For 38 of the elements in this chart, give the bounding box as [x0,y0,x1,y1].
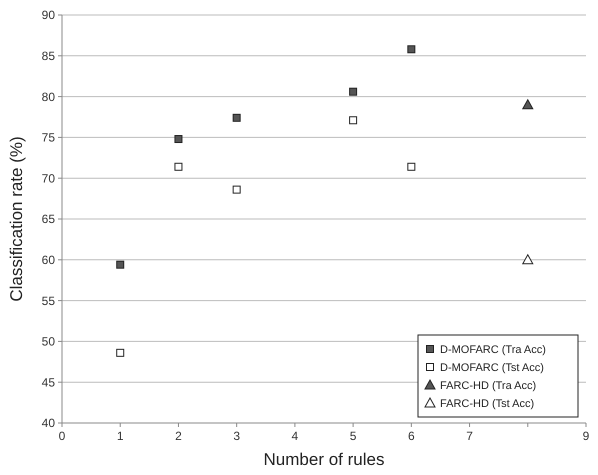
legend-label: FARC-HD (Tra Acc) [440,380,536,392]
point [116,348,124,357]
x-tick-label: 7 [466,429,474,443]
y-tick-label: 80 [42,90,56,104]
y-tick-label: 45 [42,375,56,390]
y-tick-label: 55 [42,294,56,308]
point [349,88,358,96]
y-axis-title: Classification rate (%) [7,136,26,302]
x-tick-label: 3 [233,429,240,443]
x-tick-label: 4 [292,429,299,443]
legend-label: D-MOFARC (Tst Acc) [440,362,544,374]
x-tick-label: 6 [408,429,415,443]
y-tick-label: 40 [42,416,56,430]
point [522,99,534,110]
x-axis-title: Number of rules [264,450,384,469]
x-tick-label: 2 [175,429,182,443]
point [349,116,358,124]
point [407,45,416,54]
y-tick-label: 75 [42,130,56,145]
y-tick-label: 85 [42,49,56,63]
point [174,162,182,171]
x-tick-label: 1 [116,429,124,443]
x-tick-label: 9 [582,429,590,443]
legend-label: FARC-HD (Tst Acc) [440,398,534,410]
y-tick-label: 50 [42,334,56,349]
point [407,162,416,171]
point [174,135,182,144]
legend-label: D-MOFARC (Tra Acc) [440,344,546,356]
x-tick-label: 5 [350,429,357,443]
point [232,114,241,122]
point [116,260,124,269]
y-tick-label: 90 [42,8,56,22]
point [522,254,534,264]
y-tick-label: 70 [42,171,56,186]
x-tick-label: 0 [58,429,66,443]
y-tick-label: 65 [42,212,56,226]
y-tick-label: 60 [42,253,56,267]
point [232,186,241,194]
